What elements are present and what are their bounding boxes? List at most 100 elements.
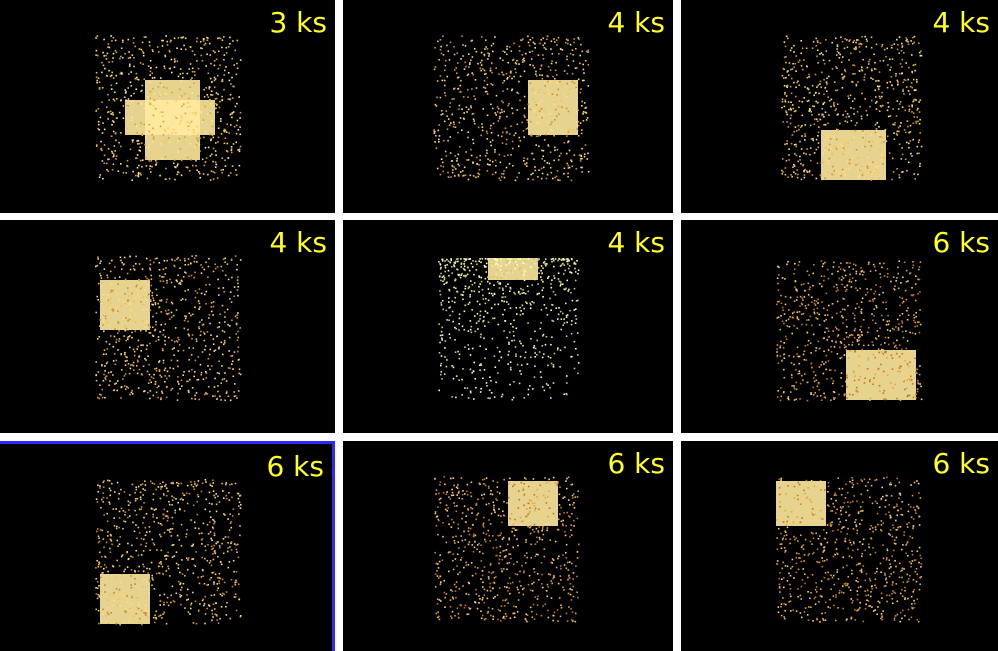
photon-dot — [164, 594, 166, 596]
photon-dot — [826, 339, 828, 341]
photon-dot — [876, 307, 878, 309]
photon-dot — [834, 370, 836, 372]
photon-dot — [201, 491, 203, 493]
photon-dot — [145, 327, 147, 329]
photon-dot — [797, 311, 799, 313]
photon-dot — [107, 112, 109, 114]
photon-dot — [861, 116, 863, 118]
photon-dot — [781, 396, 783, 398]
photon-dot — [471, 72, 473, 74]
photon-dot — [785, 174, 787, 176]
photon-dot — [815, 92, 817, 94]
photon-dot — [567, 173, 569, 175]
photon-dot — [144, 358, 146, 360]
photon-dot — [808, 100, 810, 102]
photon-dot — [485, 298, 487, 300]
image-tile[interactable]: 6 ks — [0, 441, 335, 651]
photon-dot — [449, 315, 451, 317]
photon-dot — [195, 255, 197, 257]
photon-dot — [438, 59, 440, 61]
photon-dot — [906, 142, 908, 144]
photon-dot — [189, 170, 191, 172]
photon-dot — [192, 92, 194, 94]
photon-dot — [443, 171, 445, 173]
image-tile[interactable]: 4 ks — [0, 220, 335, 433]
photon-dot — [495, 67, 497, 69]
photon-dot — [553, 266, 555, 268]
photon-dot — [469, 296, 471, 298]
photon-dot — [226, 150, 228, 152]
photon-dot — [853, 108, 855, 110]
photon-dot — [204, 333, 206, 335]
photon-dot — [464, 329, 466, 331]
photon-dot — [504, 155, 506, 157]
photon-dot — [917, 391, 919, 393]
photon-dot — [237, 544, 239, 546]
photon-dot — [134, 492, 136, 494]
photon-dot — [202, 351, 204, 353]
photon-dot — [440, 581, 442, 583]
image-tile[interactable]: 4 ks — [343, 220, 673, 433]
photon-dot — [111, 135, 113, 137]
photon-dot — [822, 361, 824, 363]
photon-dot — [196, 485, 198, 487]
photon-dot — [798, 265, 800, 267]
photon-dot — [574, 368, 576, 370]
photon-dot — [880, 286, 882, 288]
photon-dot — [829, 163, 831, 165]
photon-dot — [457, 291, 459, 293]
photon-dot — [156, 392, 158, 394]
photon-dot — [149, 531, 151, 533]
photon-dot — [115, 342, 117, 344]
photon-dot — [881, 154, 883, 156]
photon-dot — [817, 135, 819, 137]
photon-dot — [844, 76, 846, 78]
photon-dot — [844, 48, 846, 50]
photon-dot — [787, 325, 789, 327]
photon-dot — [794, 263, 796, 265]
photon-dot — [98, 585, 100, 587]
photon-dot — [470, 107, 472, 109]
photon-dot — [550, 48, 552, 50]
photon-dot — [551, 279, 553, 281]
photon-dot — [232, 586, 234, 588]
photon-dot — [169, 68, 171, 70]
photon-dot — [209, 369, 211, 371]
photon-dot — [209, 122, 211, 124]
photon-dot — [859, 70, 861, 72]
photon-dot — [873, 315, 875, 317]
photon-dot — [138, 340, 140, 342]
photon-dot — [532, 173, 534, 175]
photon-dot — [209, 605, 211, 607]
photon-dot — [905, 290, 907, 292]
image-tile[interactable]: 4 ks — [681, 0, 998, 213]
photon-dot — [855, 280, 857, 282]
image-tile[interactable]: 4 ks — [343, 0, 673, 213]
photon-dot — [131, 569, 133, 571]
photon-dot — [522, 305, 524, 307]
photon-dot — [837, 301, 839, 303]
photon-dot — [195, 551, 197, 553]
photon-dot — [201, 319, 203, 321]
photon-dot — [919, 374, 921, 376]
photon-dot — [210, 516, 212, 518]
photon-dot — [130, 309, 132, 311]
image-tile[interactable]: 6 ks — [343, 441, 673, 651]
photon-dot — [539, 74, 541, 76]
photon-dot — [786, 121, 788, 123]
photon-dot — [109, 594, 111, 596]
photon-dot — [483, 87, 485, 89]
photon-dot — [859, 175, 861, 177]
photon-dot — [495, 382, 497, 384]
photon-dot — [209, 354, 211, 356]
photon-dot — [901, 46, 903, 48]
image-tile[interactable]: 3 ks — [0, 0, 335, 213]
photon-dot — [907, 395, 909, 397]
photon-dot — [206, 291, 208, 293]
photon-dot — [164, 532, 166, 534]
photon-dot — [518, 599, 520, 601]
photon-dot — [829, 153, 831, 155]
photon-dot — [236, 103, 238, 105]
photon-dot — [225, 484, 227, 486]
image-tile[interactable]: 6 ks — [681, 220, 998, 433]
